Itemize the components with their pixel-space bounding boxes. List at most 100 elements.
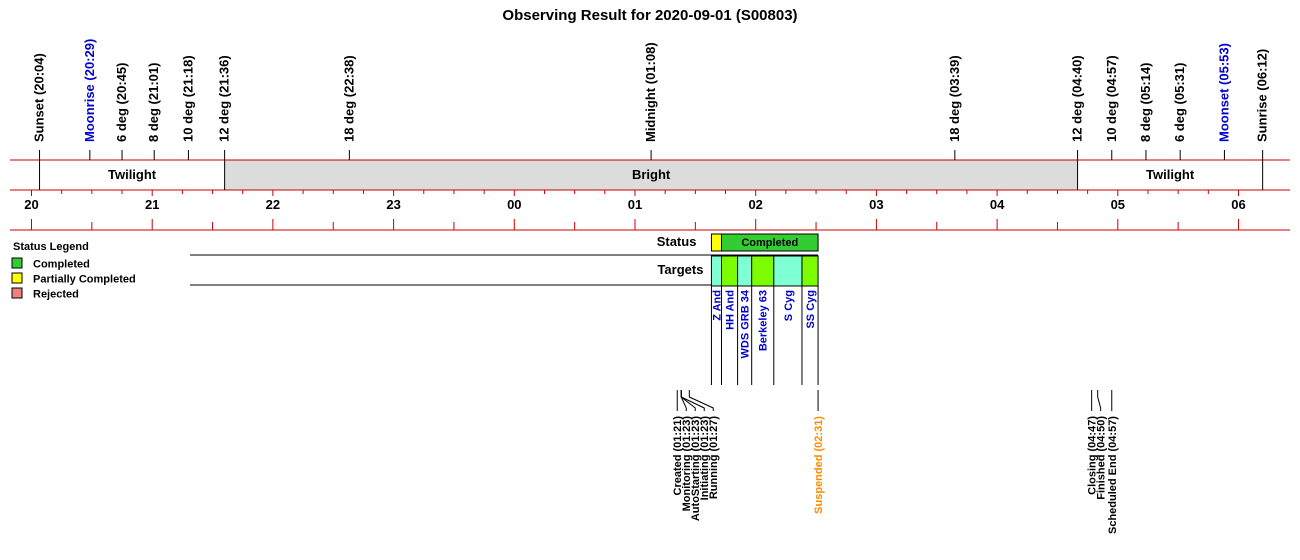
legend-item-label: Partially Completed <box>33 274 136 286</box>
sky-event-18-deg-22-38: 18 deg (22:38) <box>341 55 356 160</box>
status-segment <box>721 233 819 252</box>
target-label: S Cyg <box>783 290 795 321</box>
state-events: Created (01:21)Monitoring (01:23)AutoSta… <box>672 390 1119 534</box>
state-event-label: Scheduled End (04:57) <box>1107 416 1119 534</box>
sky-band-label: Bright <box>632 167 671 182</box>
sky-event-18-deg-03-39: 18 deg (03:39) <box>947 55 962 160</box>
target-label: WDS GRB 34 <box>740 289 752 358</box>
target-bar <box>773 255 803 287</box>
sky-event-sunset-20-04: Sunset (20:04) <box>32 53 47 190</box>
target-label: Berkeley 63 <box>758 290 770 351</box>
state-event-label: AutoStarting (01:23) <box>690 416 702 521</box>
sky-band-twilight <box>1077 160 1263 190</box>
hour-tick-label: 00 <box>507 197 521 212</box>
target-wds-grb-34: WDS GRB 34 <box>737 255 753 385</box>
sky-band-label: Twilight <box>108 167 157 182</box>
sky-event-moonrise-20-29: Moonrise (20:29) <box>82 39 97 160</box>
status-segment-label: Completed <box>741 237 798 249</box>
target-ss-cyg: SS Cyg <box>801 255 819 385</box>
sky-event-label: Moonset (05:53) <box>1216 43 1231 142</box>
status-legend: Status Legend Completed Partially Complete… <box>11 241 136 301</box>
state-event-label: Initiating (01:23) <box>699 416 711 501</box>
target-berkeley-63: Berkeley 63 <box>751 255 775 385</box>
target-hh-and: HH And <box>721 255 739 385</box>
state-event-scheduled-end-04-57: Scheduled End (04:57) <box>1107 390 1119 534</box>
sky-event-6-deg-20-45: 6 deg (20:45) <box>114 63 129 160</box>
sky-event-label: Moonrise (20:29) <box>82 39 97 142</box>
target-bar <box>710 255 723 287</box>
targets-row-label: Targets <box>657 262 703 277</box>
hour-tick-label: 21 <box>145 197 159 212</box>
state-event-leader <box>1097 390 1102 411</box>
sky-band-bright <box>224 160 1078 190</box>
legend-item-label: Rejected <box>33 289 79 301</box>
target-bar <box>721 255 739 287</box>
hour-tick-label: 22 <box>266 197 280 212</box>
sky-event-sunrise-06-12: Sunrise (06:12) <box>1255 49 1270 190</box>
sky-event-10-deg-04-57: 10 deg (04:57) <box>1104 55 1119 160</box>
hour-tick-label: 02 <box>748 197 762 212</box>
target-label: Z And <box>711 290 723 321</box>
hour-tick-label: 04 <box>990 197 1005 212</box>
sky-event-label: 12 deg (04:40) <box>1070 55 1085 142</box>
state-event-label: Created (01:21) <box>672 416 684 496</box>
sky-event-label: 18 deg (22:38) <box>341 55 356 142</box>
sky-event-12-deg-04-40: 12 deg (04:40) <box>1070 55 1085 190</box>
legend-swatch-partially-completed <box>11 272 23 284</box>
hour-tick-label: 03 <box>869 197 883 212</box>
sky-event-label: 18 deg (03:39) <box>947 55 962 142</box>
state-event-label: Suspended (02:31) <box>813 416 825 514</box>
sky-event-label: 12 deg (21:36) <box>217 55 232 142</box>
sky-event-label: Midnight (01:08) <box>643 42 658 142</box>
chart-title: Observing Result for 2020-09-01 (S00803) <box>502 7 797 24</box>
state-event-label: Monitoring (01:23) <box>681 416 693 512</box>
state-event-label: Closing (04:47) <box>1087 416 1099 495</box>
sky-band-twilight <box>39 160 225 190</box>
hour-tick-label: 05 <box>1111 197 1125 212</box>
target-s-cyg: S Cyg <box>773 255 803 385</box>
sky-event-12-deg-21-36: 12 deg (21:36) <box>217 55 232 190</box>
target-label: SS Cyg <box>805 290 817 329</box>
legend-item-label: Completed <box>33 259 90 271</box>
sky-event-midnight-01-08: Midnight (01:08) <box>643 42 658 160</box>
state-event-finished-04-50: Finished (04:50) <box>1096 390 1108 500</box>
sky-event-10-deg-21-18: 10 deg (21:18) <box>180 55 195 160</box>
sky-event-label: 6 deg (05:31) <box>1172 63 1187 142</box>
hour-tick-label: 20 <box>24 197 38 212</box>
sky-bands: Twilight Bright Twilight <box>39 160 1263 190</box>
time-axis: 20 21 22 23 00 01 02 03 04 05 06 <box>10 159 1290 231</box>
state-event-leader <box>680 390 705 411</box>
sky-event-label: 8 deg (05:14) <box>1138 63 1153 142</box>
state-event-initiating-01-23: Initiating (01:23) <box>680 390 711 501</box>
sky-event-moonset-05-53: Moonset (05:53) <box>1216 43 1231 160</box>
hour-tick-label: 06 <box>1231 197 1245 212</box>
legend-title: Status Legend <box>13 241 89 253</box>
state-event-leader <box>688 390 714 411</box>
target-bar <box>801 255 819 287</box>
state-event-created-01-21: Created (01:21) <box>672 390 684 495</box>
status-segment <box>710 233 723 252</box>
hour-tick-label: 23 <box>386 197 400 212</box>
sky-event-6-deg-05-31: 6 deg (05:31) <box>1172 63 1187 160</box>
sky-event-label: 10 deg (04:57) <box>1104 55 1119 142</box>
sky-event-8-deg-05-14: 8 deg (05:14) <box>1138 63 1153 160</box>
target-bar <box>751 255 775 287</box>
state-event-suspended-02-31: Suspended (02:31) <box>813 390 825 514</box>
legend-swatch-completed <box>11 257 23 269</box>
status-row-label: Status <box>657 234 697 249</box>
sky-event-label: Sunrise (06:12) <box>1255 49 1270 142</box>
state-event-running-01-27: Running (01:27) <box>688 390 720 499</box>
sky-event-label: 10 deg (21:18) <box>180 55 195 142</box>
sky-band-label: Twilight <box>1146 167 1195 182</box>
sky-event-label: 8 deg (21:01) <box>146 63 161 142</box>
target-label: HH And <box>725 290 737 330</box>
sky-event-label: 6 deg (20:45) <box>114 63 129 142</box>
legend-swatch-rejected <box>11 287 23 299</box>
status-target-rows: Status Targets Completed Z And HH And WDS GRB… <box>190 233 819 385</box>
state-event-closing-04-47: Closing (04:47) <box>1087 390 1099 495</box>
target-bar <box>737 255 753 287</box>
sky-event-label: Sunset (20:04) <box>32 53 47 142</box>
state-event-label: Running (01:27) <box>708 416 720 499</box>
hour-tick-label: 01 <box>628 197 642 212</box>
